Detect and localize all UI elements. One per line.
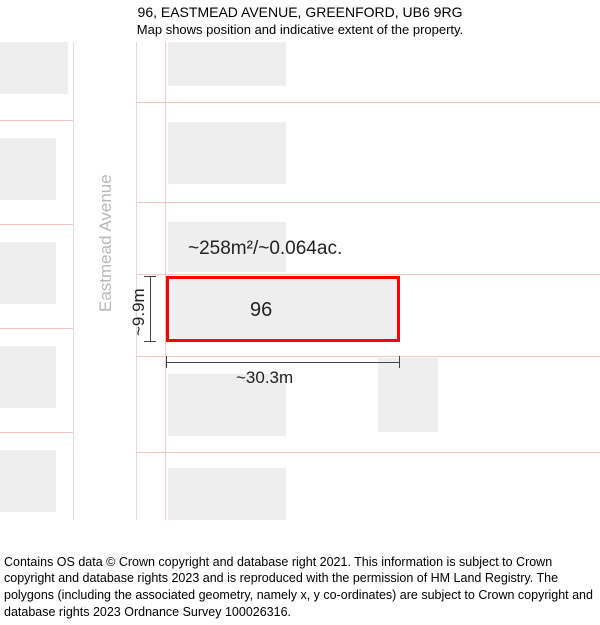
parcel-boundary [137, 274, 600, 275]
building-parcel [378, 358, 438, 432]
property-map: Eastmead Avenue ~258m²/~0.064ac. 96 ~30.… [0, 42, 600, 520]
copyright-footer: Contains OS data © Crown copyright and d… [4, 554, 596, 622]
parcel-boundary [137, 202, 600, 203]
page-subtitle: Map shows position and indicative extent… [0, 20, 600, 37]
parcel-boundary [137, 102, 600, 103]
parcel-boundary [0, 328, 73, 329]
building-parcel [0, 138, 56, 200]
parcel-boundary [0, 432, 73, 433]
building-parcel [168, 42, 286, 86]
building-parcel [168, 122, 286, 184]
area-label: ~258m²/~0.064ac. [188, 238, 342, 260]
dim-tick [144, 341, 156, 342]
page-title: 96, EASTMEAD AVENUE, GREENFORD, UB6 9RG [0, 0, 600, 20]
dim-tick [166, 356, 167, 368]
building-parcel [0, 242, 56, 304]
building-parcel [0, 450, 56, 512]
road-name-label: Eastmead Avenue [96, 174, 116, 312]
dim-line-height [150, 276, 151, 342]
parcel-boundary [137, 356, 600, 357]
width-dim-label: ~30.3m [236, 368, 293, 388]
dim-tick [399, 356, 400, 368]
building-parcel [0, 42, 68, 94]
building-parcel [168, 468, 286, 520]
height-dim-label: ~9.9m [129, 288, 149, 336]
parcel-boundary [0, 224, 73, 225]
dim-tick [144, 276, 156, 277]
building-parcel [0, 346, 56, 408]
property-highlight [166, 276, 400, 342]
dim-line-width [166, 362, 400, 363]
plot-number-label: 96 [250, 299, 272, 322]
parcel-boundary [137, 452, 600, 453]
parcel-boundary [0, 120, 73, 121]
